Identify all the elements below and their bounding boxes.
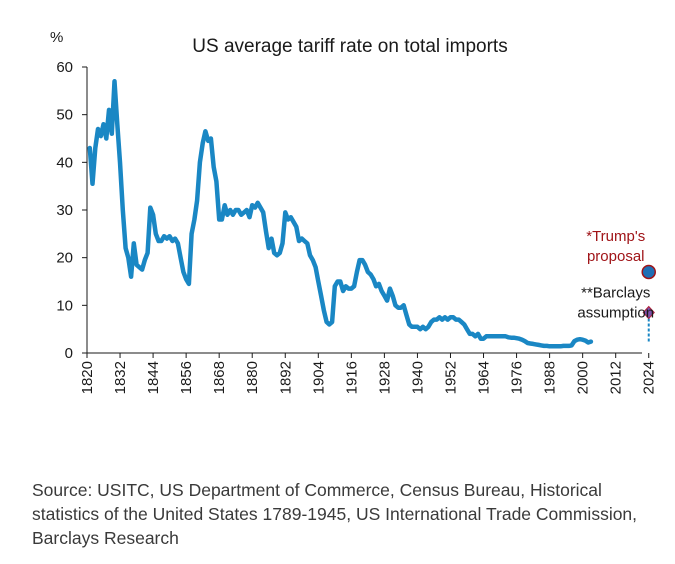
y-tick-label: 50 xyxy=(56,107,73,124)
barclays-assumption-label: assumption xyxy=(577,304,654,321)
y-tick-label: 20 xyxy=(56,250,73,267)
x-tick-label: 1892 xyxy=(277,361,294,394)
tick-labels: 0 10 20 30 40 50 60 1820 1832 1844 1856 1868 1880 189… xyxy=(56,59,657,394)
x-tick-label: 1880 xyxy=(244,361,261,394)
annotations: *Trump's proposal **Barclays assumption xyxy=(577,228,656,342)
tariff-chart: % US average tariff rate on total import… xyxy=(50,29,658,394)
source-note: Source: USITC, US Department of Commerce… xyxy=(32,480,638,548)
x-tick-label: 1964 xyxy=(476,361,493,394)
y-axis-unit-label: % xyxy=(50,29,63,46)
y-tick-label: 40 xyxy=(56,154,73,171)
x-tick-label: 1832 xyxy=(112,361,129,394)
series-group xyxy=(87,79,594,349)
x-tick-label: 1988 xyxy=(542,361,559,394)
y-tick-label: 0 xyxy=(65,345,73,362)
trump-proposal-label: *Trump's xyxy=(586,228,645,245)
y-tick-label: 60 xyxy=(56,59,73,76)
x-tick-label: 2000 xyxy=(575,361,592,394)
x-tick-label: 2012 xyxy=(608,361,625,394)
x-tick-label: 1820 xyxy=(79,361,96,394)
x-tick-label: 1844 xyxy=(145,361,162,394)
x-tick-label: 1976 xyxy=(509,361,526,394)
x-tick-label: 1904 xyxy=(310,361,327,394)
y-tick-label: 30 xyxy=(56,202,73,219)
chart-title: US average tariff rate on total imports xyxy=(192,36,507,57)
tariff-rate-line xyxy=(87,79,594,349)
trump-proposal-label: proposal xyxy=(587,248,645,265)
axes xyxy=(82,66,650,358)
y-tick-label: 10 xyxy=(56,297,73,314)
x-tick-label: 1916 xyxy=(343,361,360,394)
x-tick-label: 1868 xyxy=(211,361,228,394)
barclays-assumption-marker xyxy=(642,305,655,320)
x-tick-label: 2024 xyxy=(641,361,658,394)
x-tick-label: 1928 xyxy=(376,361,393,394)
x-tick-label: 1952 xyxy=(442,361,459,394)
barclays-assumption-label: **Barclays xyxy=(581,284,650,301)
x-tick-label: 1856 xyxy=(178,361,195,394)
trump-proposal-marker xyxy=(641,264,656,280)
x-tick-label: 1940 xyxy=(409,361,426,394)
